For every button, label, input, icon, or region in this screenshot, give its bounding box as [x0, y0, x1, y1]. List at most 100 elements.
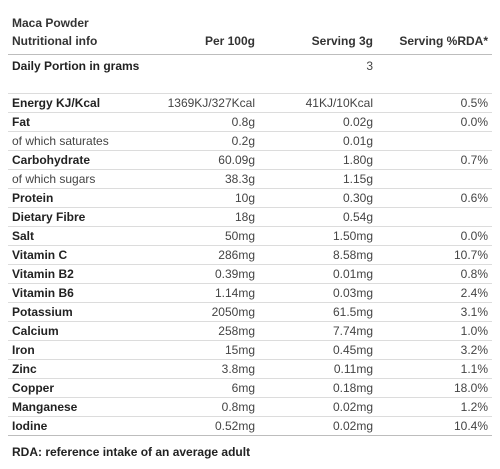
table-row: Manganese 0.8mg 0.02mg 1.2% [8, 397, 492, 417]
per-100g-value: 38.3g [153, 169, 259, 189]
serving-value: 0.54g [259, 207, 377, 227]
rda-value: 10.4% [377, 416, 492, 436]
daily-portion-serving: 3 [259, 54, 377, 94]
per-100g-value: 286mg [153, 245, 259, 265]
per-100g-value: 0.8g [153, 112, 259, 132]
nutrient-name: Copper [8, 378, 153, 398]
per-100g-value: 18g [153, 207, 259, 227]
daily-portion-label: Daily Portion in grams [8, 54, 153, 94]
nutrient-name: Salt [8, 226, 153, 246]
table-row: Vitamin B2 0.39mg 0.01mg 0.8% [8, 264, 492, 284]
nutrient-name: Manganese [8, 397, 153, 417]
rda-value: 1.0% [377, 321, 492, 341]
nutrient-name: Dietary Fibre [8, 207, 153, 227]
serving-value: 8.58mg [259, 245, 377, 265]
table-row: Vitamin C 286mg 8.58mg 10.7% [8, 245, 492, 265]
per-100g-value: 6mg [153, 378, 259, 398]
product-name: Maca Powder [12, 16, 89, 30]
table-row: Energy KJ/Kcal 1369KJ/327Kcal 41KJ/10Kcal 0… [8, 93, 492, 113]
nutrient-name: Zinc [8, 359, 153, 379]
rda-value: 0.6% [377, 188, 492, 208]
per-100g-value: 0.39mg [153, 264, 259, 284]
nutrient-name: Carbohydrate [8, 150, 153, 170]
rda-value: 0.8% [377, 264, 492, 284]
table-row: Calcium 258mg 7.74mg 1.0% [8, 321, 492, 341]
nutrient-name: Protein [8, 188, 153, 208]
daily-portion-per100 [153, 54, 259, 94]
footer-row: RDA: reference intake of an average adul… [8, 435, 492, 468]
daily-portion-rda [377, 54, 492, 94]
per-100g-value: 1.14mg [153, 283, 259, 303]
rda-value: 3.1% [377, 302, 492, 322]
serving-value: 1.15g [259, 169, 377, 189]
per-100g-value: 15mg [153, 340, 259, 360]
table-subtitle: Nutritional info [12, 34, 98, 48]
per-100g-value: 0.8mg [153, 397, 259, 417]
per-100g-value: 1369KJ/327Kcal [153, 93, 259, 113]
serving-value: 61.5mg [259, 302, 377, 322]
rda-value: 3.2% [377, 340, 492, 360]
rda-value: 2.4% [377, 283, 492, 303]
serving-value: 7.74mg [259, 321, 377, 341]
nutrient-name: Vitamin B6 [8, 283, 153, 303]
rda-value: 0.7% [377, 150, 492, 170]
table-row: Vitamin B6 1.14mg 0.03mg 2.4% [8, 283, 492, 303]
nutrient-name: Potassium [8, 302, 153, 322]
header-row: Maca Powder Nutritional info Per 100g Se… [8, 6, 492, 55]
per-100g-value: 0.2g [153, 131, 259, 151]
per-100g-value: 258mg [153, 321, 259, 341]
table-row: Dietary Fibre 18g 0.54g [8, 207, 492, 227]
nutrient-name: of which saturates [8, 131, 153, 151]
nutrient-name: Vitamin C [8, 245, 153, 265]
rda-footnote: RDA: reference intake of an average adul… [8, 435, 492, 468]
serving-value: 41KJ/10Kcal [259, 93, 377, 113]
column-header-rda: Serving %RDA* [377, 6, 492, 55]
table-row: Fat 0.8g 0.02g 0.0% [8, 112, 492, 132]
serving-value: 0.01g [259, 131, 377, 151]
table-row: Copper 6mg 0.18mg 18.0% [8, 378, 492, 398]
per-100g-value: 10g [153, 188, 259, 208]
serving-value: 1.80g [259, 150, 377, 170]
rda-value: 1.2% [377, 397, 492, 417]
nutrient-name: Fat [8, 112, 153, 132]
per-100g-value: 3.8mg [153, 359, 259, 379]
daily-portion-row: Daily Portion in grams 3 [8, 54, 492, 94]
rda-value [377, 131, 492, 151]
rda-value: 1.1% [377, 359, 492, 379]
table-row: of which sugars 38.3g 1.15g [8, 169, 492, 189]
table-row: Salt 50mg 1.50mg 0.0% [8, 226, 492, 246]
per-100g-value: 60.09g [153, 150, 259, 170]
serving-value: 0.11mg [259, 359, 377, 379]
nutrient-name: Iodine [8, 416, 153, 436]
nutrient-name: Vitamin B2 [8, 264, 153, 284]
nutrient-name: Calcium [8, 321, 153, 341]
per-100g-value: 50mg [153, 226, 259, 246]
rda-value: 0.0% [377, 112, 492, 132]
serving-value: 0.02mg [259, 397, 377, 417]
table-row: Zinc 3.8mg 0.11mg 1.1% [8, 359, 492, 379]
table-row: of which saturates 0.2g 0.01g [8, 131, 492, 151]
nutrition-table: Maca Powder Nutritional info Per 100g Se… [8, 6, 492, 468]
serving-value: 0.03mg [259, 283, 377, 303]
rda-value [377, 169, 492, 189]
product-title-cell: Maca Powder Nutritional info [8, 6, 153, 55]
table-row: Protein 10g 0.30g 0.6% [8, 188, 492, 208]
rda-value: 18.0% [377, 378, 492, 398]
nutrition-panel: Maca Powder Nutritional info Per 100g Se… [8, 6, 492, 468]
per-100g-value: 0.52mg [153, 416, 259, 436]
serving-value: 0.18mg [259, 378, 377, 398]
column-header-per-100g: Per 100g [153, 6, 259, 55]
rda-value: 0.0% [377, 226, 492, 246]
rda-value: 0.5% [377, 93, 492, 113]
table-row: Iodine 0.52mg 0.02mg 10.4% [8, 416, 492, 436]
per-100g-value: 2050mg [153, 302, 259, 322]
rda-value: 10.7% [377, 245, 492, 265]
serving-value: 0.02g [259, 112, 377, 132]
serving-value: 0.02mg [259, 416, 377, 436]
nutrient-name: Energy KJ/Kcal [8, 93, 153, 113]
nutrient-name: Iron [8, 340, 153, 360]
serving-value: 0.01mg [259, 264, 377, 284]
serving-value: 0.30g [259, 188, 377, 208]
table-row: Potassium 2050mg 61.5mg 3.1% [8, 302, 492, 322]
column-header-serving: Serving 3g [259, 6, 377, 55]
